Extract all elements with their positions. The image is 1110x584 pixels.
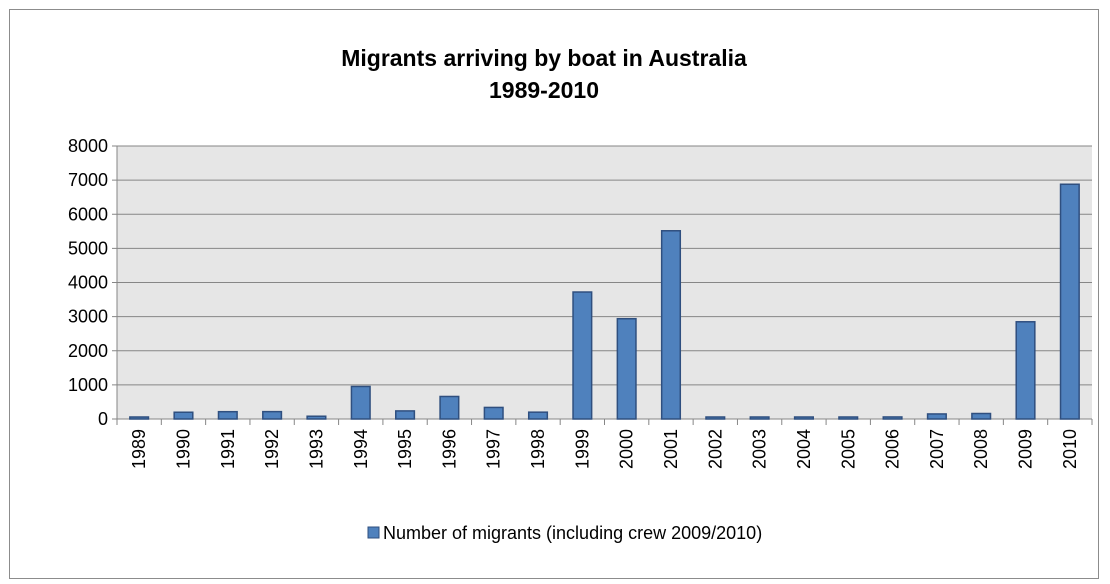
- bar: [1015, 321, 1036, 420]
- bar: [660, 230, 682, 420]
- bar: [350, 385, 371, 420]
- bar: [926, 413, 947, 420]
- x-tick-label: 1993: [306, 429, 326, 469]
- bar: [217, 410, 238, 420]
- y-tick-label: 8000: [68, 136, 108, 156]
- legend: Number of migrants (including crew 2009/…: [367, 523, 762, 543]
- y-tick-label: 6000: [68, 204, 108, 224]
- bar: [306, 415, 327, 420]
- bar: [527, 411, 549, 420]
- x-tick-label: 1990: [173, 429, 193, 469]
- bar: [572, 291, 593, 420]
- legend-label: Number of migrants (including crew 2009/…: [383, 523, 762, 543]
- bar: [1059, 183, 1080, 420]
- bar: [129, 416, 150, 420]
- bar: [395, 410, 416, 420]
- x-tick-label: 2008: [971, 429, 991, 469]
- chart-title-line-2: 1989-2010: [489, 77, 599, 103]
- bar: [262, 410, 283, 420]
- bar: [749, 416, 770, 420]
- x-tick-label: 2007: [927, 429, 947, 469]
- bar: [483, 406, 504, 420]
- bar: [705, 416, 726, 420]
- x-tick-label: 2010: [1060, 429, 1080, 469]
- bar: [838, 416, 859, 420]
- y-tick-label: 5000: [68, 238, 108, 258]
- x-tick-label: 2004: [794, 429, 814, 469]
- x-tick-label: 1998: [528, 429, 548, 469]
- x-tick-label: 1999: [572, 429, 592, 469]
- y-tick-label: 0: [98, 409, 108, 429]
- y-tick-label: 3000: [68, 307, 108, 327]
- x-tick-label: 1996: [439, 429, 459, 469]
- x-tick-label: 1991: [218, 429, 238, 469]
- x-tick-label: 1997: [484, 429, 504, 469]
- x-tick-label: 2005: [838, 429, 858, 469]
- bar-chart: Migrants arriving by boat in Australia 1…: [68, 45, 1093, 543]
- y-tick-label: 1000: [68, 375, 108, 395]
- chart-frame: Migrants arriving by boat in Australia 1…: [9, 9, 1099, 579]
- bar: [971, 412, 992, 420]
- bar: [793, 416, 814, 420]
- x-tick-label: 2000: [617, 429, 637, 469]
- x-tick-label: 1994: [351, 429, 371, 469]
- y-tick-label: 7000: [68, 170, 108, 190]
- x-tick-label: 2009: [1016, 429, 1036, 469]
- x-tick-label: 2003: [750, 429, 770, 469]
- x-tick-label: 2006: [883, 429, 903, 469]
- bar: [173, 411, 194, 420]
- x-tick-label: 2002: [705, 429, 725, 469]
- bar: [616, 317, 637, 420]
- y-tick-label: 2000: [68, 341, 108, 361]
- bar: [882, 416, 903, 420]
- x-tick-label: 1989: [129, 429, 149, 469]
- chart-title-line-1: Migrants arriving by boat in Australia: [341, 45, 747, 71]
- y-tick-label: 4000: [68, 273, 108, 293]
- plot-area: 0 1000 2000 3000 4000 5000 6000 7000 8000 1989 199…: [68, 136, 1093, 469]
- legend-swatch: [367, 526, 380, 539]
- x-tick-label: 1995: [395, 429, 415, 469]
- x-tick-label: 1992: [262, 429, 282, 469]
- bar: [439, 395, 460, 420]
- x-tick-label: 2001: [661, 429, 681, 469]
